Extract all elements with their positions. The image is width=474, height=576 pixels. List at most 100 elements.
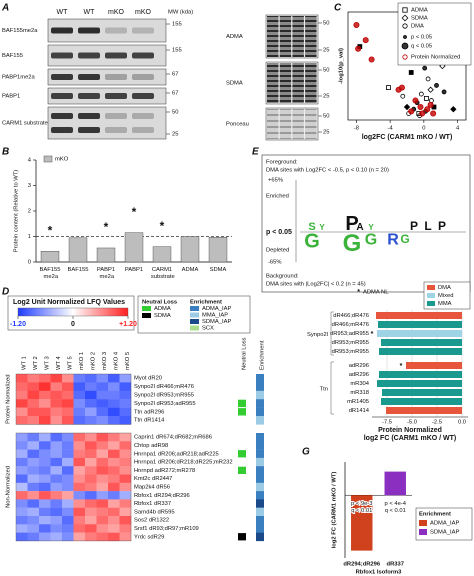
heat-cell: [73, 499, 86, 508]
heat-cell: [119, 382, 132, 391]
heat-cell: [108, 433, 120, 442]
band: [78, 127, 100, 133]
heat-cell: [96, 374, 109, 383]
heat-cell: [62, 399, 74, 408]
enrichment-cell: [256, 466, 264, 475]
heat-cell: [27, 532, 40, 542]
bar: [208, 237, 228, 263]
legend-swatch: [427, 285, 435, 290]
logo-text: Enriched: [266, 194, 289, 200]
category-label: mR1405: [347, 399, 369, 405]
bar: [124, 232, 144, 263]
heat-cell: [27, 390, 40, 400]
annotation: p < 9e-3: [351, 501, 372, 507]
bar: [379, 371, 462, 378]
bar: [379, 348, 462, 355]
enrichment-cell: [256, 507, 264, 517]
heat-cell: [50, 474, 63, 483]
neutral-loss-cell: [238, 408, 246, 416]
band: [105, 127, 127, 133]
x-tick-label: -8: [354, 126, 359, 132]
heat-cell: [108, 399, 120, 408]
logo-letter: G: [304, 231, 320, 253]
heat-cell: [73, 457, 86, 467]
heat-cell: [96, 524, 109, 533]
row-label: Sarnd4b dR595: [134, 509, 175, 515]
blot-label: CARM1 substrate: [2, 121, 48, 127]
x-tick-label: 0: [422, 126, 425, 132]
heat-cell: [96, 499, 109, 508]
point: [441, 89, 447, 95]
logo-text: -65%: [268, 260, 282, 266]
category-label: adR296: [349, 363, 369, 369]
heat-cell: [27, 433, 40, 442]
panel-label: G: [302, 447, 310, 458]
heat-cell: [39, 524, 51, 533]
legend-swatch: [427, 293, 435, 298]
logo-letter: G: [343, 230, 362, 257]
lane-smear: [279, 109, 292, 139]
heat-cell: [85, 416, 97, 425]
x-tick-label: 4: [456, 126, 460, 132]
heat-cell: [85, 532, 97, 542]
row-label: Hnrnpd adR272;mR278: [134, 468, 195, 474]
column-label: Enrichment: [260, 340, 266, 370]
column-label: mKO 4: [113, 351, 119, 370]
heat-cell: [27, 499, 40, 508]
x-tick-label: BAF155 me2a: [40, 267, 61, 280]
enrichment-cell: [256, 457, 264, 467]
logo-letter: P: [345, 213, 358, 235]
heat-cell: [50, 416, 63, 425]
legend-title: Enrichment: [190, 300, 222, 306]
heat-cell: [62, 532, 74, 542]
heat-cell: [119, 374, 132, 383]
heat-cell: [96, 466, 109, 475]
heat-cell: [85, 466, 97, 475]
x-tick-label: -7.5: [382, 420, 392, 426]
band: [51, 127, 73, 133]
heat-cell: [16, 441, 28, 450]
band: [51, 74, 73, 80]
heat-cell: [16, 433, 28, 442]
heat-cell: [62, 474, 74, 483]
point: [427, 86, 434, 93]
legend-label: SDMA: [411, 16, 428, 22]
enrichment-cell: [256, 482, 264, 492]
heat-cell: [39, 457, 51, 467]
legend-label: MMA: [438, 301, 452, 307]
heat-cell: [119, 532, 132, 542]
heat-cell: [119, 482, 132, 492]
legend-swatch: [142, 313, 151, 318]
point: [430, 110, 437, 117]
column-label: mKO 2: [90, 352, 96, 370]
heat-cell: [50, 407, 63, 417]
category-label: adR296: [349, 372, 369, 378]
x-tick-label: dR294;dR296: [343, 562, 381, 568]
heat-cell: [62, 416, 74, 425]
lane-label: WT: [57, 9, 69, 16]
point: [450, 106, 457, 113]
legend-label: DMA: [411, 24, 424, 30]
row-label: Synpo2l dR953;mR955: [134, 393, 194, 399]
heat-cell: [50, 499, 63, 508]
point: [398, 84, 405, 91]
heat-cell: [62, 390, 74, 400]
heat-cell: [85, 374, 97, 383]
bar: [381, 339, 462, 346]
bar: [68, 237, 88, 263]
point: [425, 76, 431, 82]
heat-cell: [62, 457, 74, 467]
heat-cell: [73, 507, 86, 517]
blot: [47, 18, 167, 43]
heat-cell: [108, 390, 120, 400]
heat-cell: [96, 491, 109, 500]
heat-cell: [50, 532, 63, 542]
heat-cell: [50, 507, 63, 517]
y-tick-label: 4: [28, 158, 32, 164]
heat-cell: [108, 532, 120, 542]
legend-box: [397, 2, 472, 66]
mw-label: 25: [323, 48, 329, 54]
legend-label: q < 0.05: [411, 44, 432, 50]
nl-legend-label: ADMA NL: [363, 290, 389, 296]
heat-cell: [73, 524, 86, 533]
